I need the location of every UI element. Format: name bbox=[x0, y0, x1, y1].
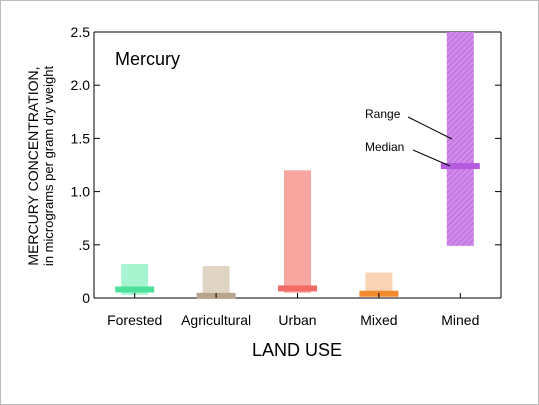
category-label-mined: Mined bbox=[441, 312, 479, 328]
y-tick-label: .5 bbox=[78, 237, 90, 253]
range-bar-urban bbox=[284, 170, 311, 293]
range-annotation-label: Range bbox=[365, 107, 401, 121]
y-tick-label: 1.5 bbox=[71, 130, 91, 146]
chart-title: Mercury bbox=[115, 49, 180, 69]
median-marker-mined bbox=[440, 163, 480, 170]
y-axis-title-line2: in micrograms per gram dry weight bbox=[41, 66, 56, 267]
range-bars bbox=[115, 32, 480, 299]
range-bar-mixed bbox=[365, 272, 393, 296]
y-tick-label: 2.5 bbox=[71, 24, 91, 40]
range-leader-line bbox=[407, 116, 453, 140]
median-marker-forested bbox=[115, 286, 155, 293]
median-annotation-label: Median bbox=[365, 140, 404, 154]
x-axis-title: LAND USE bbox=[252, 340, 342, 360]
plot-area bbox=[93, 31, 502, 299]
y-axis-title: MERCURY CONCENTRATION, in micrograms per… bbox=[25, 66, 56, 267]
y-ticks: 0 .5 1.0 1.5 2.0 2.5 bbox=[71, 24, 501, 306]
range-bar-agricultural bbox=[202, 266, 230, 298]
median-marker-urban bbox=[278, 285, 317, 292]
y-tick-label: 1.0 bbox=[71, 184, 91, 200]
y-tick-label: 2.0 bbox=[71, 77, 91, 93]
annotations: Range Median bbox=[365, 107, 453, 167]
category-label-forested: Forested bbox=[107, 312, 162, 328]
category-label-mixed: Mixed bbox=[360, 312, 397, 328]
category-labels: Forested Agricultural Urban Mixed Mined bbox=[107, 293, 479, 328]
y-tick-label: 0 bbox=[82, 290, 90, 306]
category-label-agricultural: Agricultural bbox=[181, 312, 251, 328]
y-axis-title-line1: MERCURY CONCENTRATION, bbox=[25, 66, 41, 265]
category-label-urban: Urban bbox=[278, 312, 316, 328]
median-leader-line bbox=[412, 149, 451, 167]
